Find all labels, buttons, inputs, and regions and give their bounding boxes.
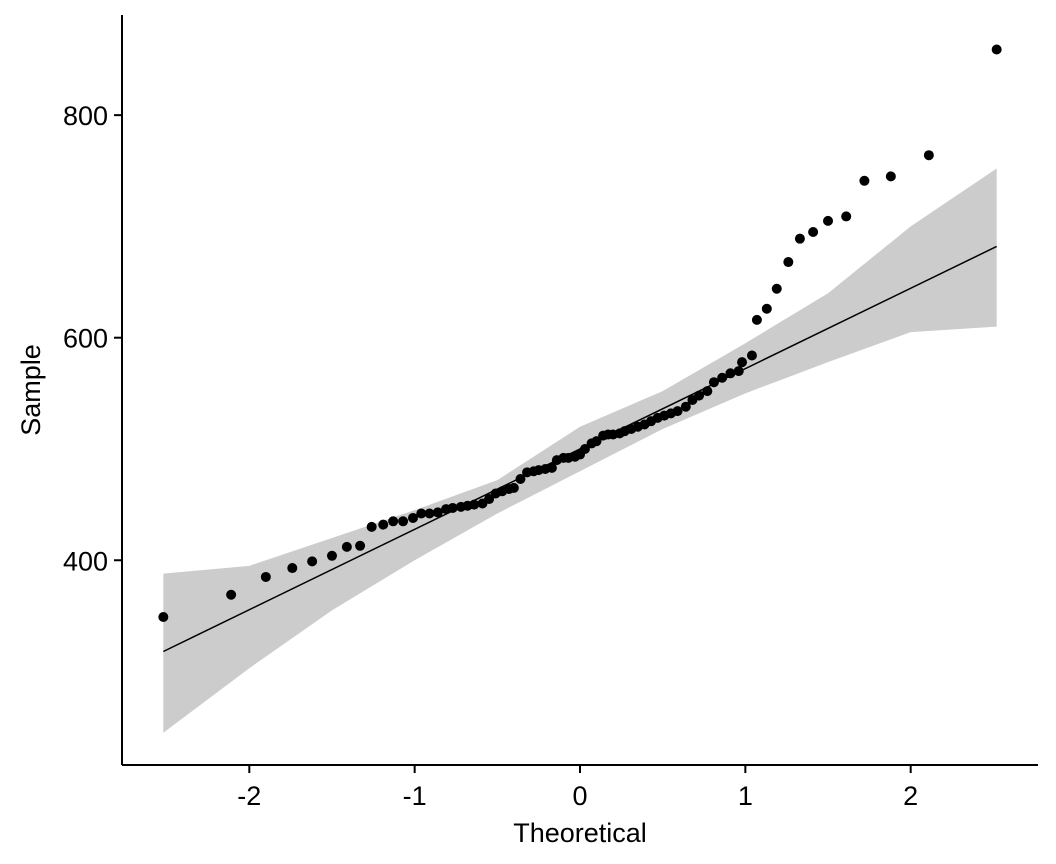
point <box>355 540 366 551</box>
point <box>260 571 271 582</box>
point <box>733 366 744 377</box>
y-tick-label: 400 <box>63 546 108 576</box>
y-axis-label: Sample <box>16 344 46 436</box>
point <box>737 357 748 368</box>
point <box>717 372 728 383</box>
point <box>746 350 757 361</box>
point <box>761 303 772 314</box>
point <box>484 494 495 505</box>
y-tick-label: 800 <box>63 101 108 131</box>
point <box>923 150 934 161</box>
point <box>307 556 318 567</box>
point <box>702 386 713 397</box>
x-tick-label: 1 <box>738 781 753 811</box>
point <box>388 516 399 527</box>
x-tick-label: 2 <box>903 781 918 811</box>
point <box>508 482 519 493</box>
point <box>398 516 409 527</box>
x-axis-label: Theoretical <box>513 818 647 848</box>
point <box>432 507 443 518</box>
x-tick-label: -2 <box>237 781 261 811</box>
point <box>579 443 590 454</box>
point <box>469 499 480 510</box>
point <box>823 215 834 226</box>
point <box>991 44 1002 55</box>
point <box>408 512 419 523</box>
point <box>424 508 435 519</box>
point <box>366 521 377 532</box>
y-tick-label: 600 <box>63 324 108 354</box>
point <box>771 283 782 294</box>
point <box>783 257 794 268</box>
point <box>708 377 719 388</box>
point <box>226 589 237 600</box>
point <box>326 550 337 561</box>
point <box>515 474 526 485</box>
point <box>546 462 557 473</box>
x-tick-label: -1 <box>403 781 427 811</box>
point <box>794 233 805 244</box>
point <box>341 541 352 552</box>
point <box>680 401 691 412</box>
x-tick-label: 0 <box>572 781 587 811</box>
point <box>158 612 169 623</box>
point <box>751 314 762 325</box>
point <box>808 226 819 237</box>
point <box>672 406 683 417</box>
point <box>447 502 458 513</box>
point <box>694 390 705 401</box>
point <box>591 436 602 447</box>
point <box>859 175 870 186</box>
point <box>841 211 852 222</box>
point <box>287 563 298 574</box>
point <box>885 171 896 182</box>
point <box>725 368 736 379</box>
point <box>378 519 389 530</box>
point <box>416 508 427 519</box>
